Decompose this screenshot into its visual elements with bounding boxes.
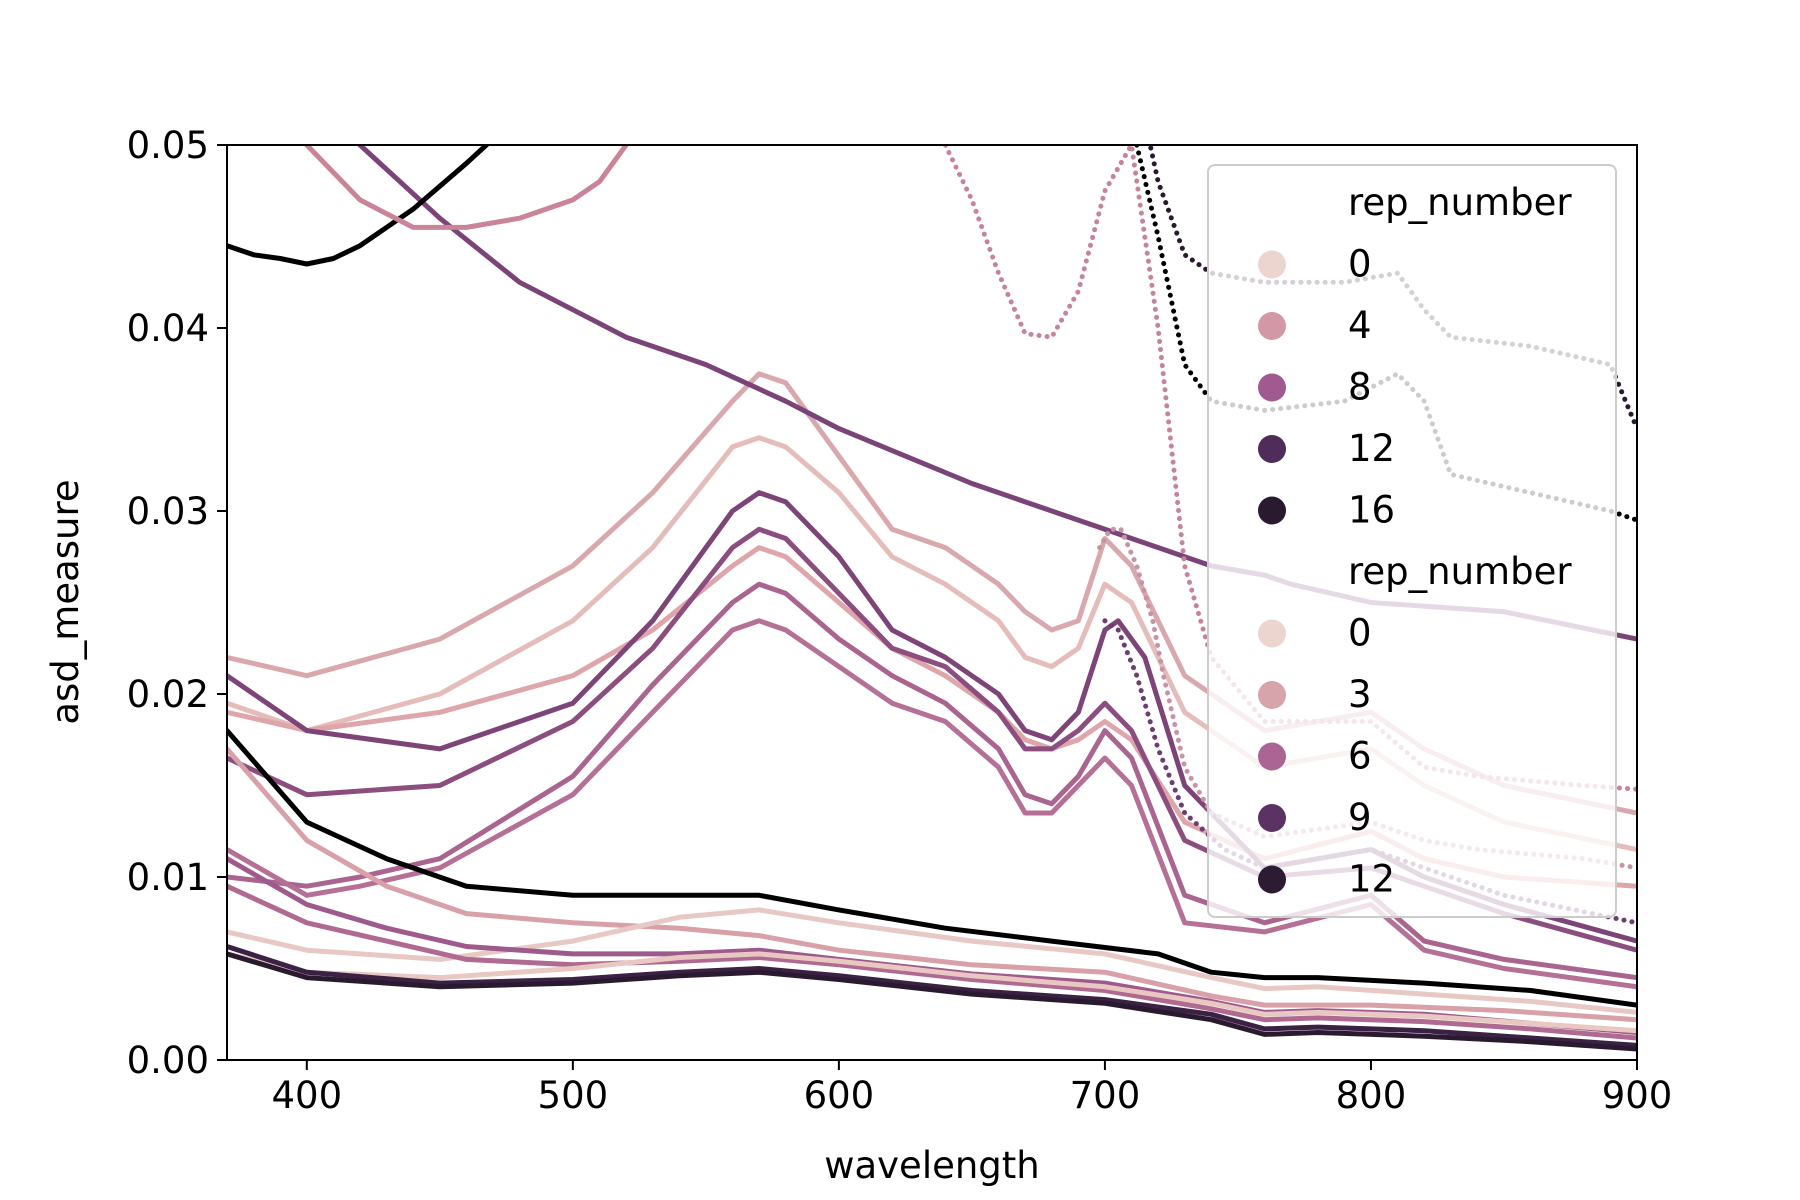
series-layer bbox=[227, 145, 1637, 1052]
series-line-14 bbox=[227, 883, 1637, 1041]
legend-marker bbox=[1258, 619, 1286, 648]
legend-entry-label: 12 bbox=[1348, 427, 1395, 470]
series-line-20 bbox=[1134, 145, 1637, 523]
x-tick-label: 700 bbox=[1070, 1074, 1141, 1117]
series-line-15 bbox=[227, 951, 1637, 1034]
legend-marker bbox=[1258, 435, 1286, 463]
legend-marker bbox=[1258, 312, 1286, 340]
series-line-17 bbox=[227, 951, 1637, 1052]
series-line-16 bbox=[227, 944, 1637, 1048]
legend-entry-label: 9 bbox=[1348, 796, 1372, 839]
x-tick-label: 600 bbox=[804, 1074, 875, 1117]
legend-marker bbox=[1258, 250, 1286, 279]
legend-title: rep_number bbox=[1348, 550, 1572, 593]
legend-entry-label: 12 bbox=[1348, 858, 1395, 901]
x-tick-label: 900 bbox=[1602, 1074, 1673, 1117]
plot-frame bbox=[226, 144, 1638, 1061]
legend-marker bbox=[1258, 865, 1286, 894]
legend-marker bbox=[1258, 373, 1286, 402]
legend-marker bbox=[1258, 681, 1286, 709]
legend-entry-label: 8 bbox=[1348, 366, 1372, 409]
legend-marker bbox=[1258, 496, 1286, 525]
legend-entry-label: 3 bbox=[1348, 673, 1372, 716]
y-axis: 0.00 0.01 0.02 0.03 0.04 0.05 bbox=[127, 124, 227, 1082]
legend-box bbox=[1207, 164, 1617, 918]
legend-entry-label: 0 bbox=[1348, 612, 1372, 655]
legend-entry-label: 6 bbox=[1348, 735, 1372, 778]
y-tick-label: 0.05 bbox=[127, 124, 209, 167]
x-axis-label: wavelength bbox=[824, 1144, 1040, 1187]
series-line-10 bbox=[227, 728, 1637, 1008]
series-line-6 bbox=[227, 618, 1637, 990]
y-tick-label: 0.04 bbox=[127, 307, 209, 350]
series-line-12 bbox=[227, 907, 1637, 1015]
series-line-8 bbox=[227, 145, 491, 267]
legend-entry-label: 4 bbox=[1348, 304, 1372, 347]
series-line-11 bbox=[227, 746, 1637, 1023]
legend-entry-label: 0 bbox=[1348, 243, 1372, 286]
y-tick-label: 0.01 bbox=[127, 856, 209, 899]
x-tick-label: 500 bbox=[538, 1074, 609, 1117]
x-axis: 400 500 600 700 800 900 bbox=[271, 1060, 1672, 1117]
legend-entry-label: 16 bbox=[1348, 489, 1395, 532]
legend-marker bbox=[1258, 742, 1286, 771]
legend: rep_number 0 4 8 12 16 rep_number 0 3 6 9 12 bbox=[1207, 164, 1617, 918]
x-tick-label: 800 bbox=[1336, 1074, 1407, 1117]
y-tick-label: 0.00 bbox=[127, 1039, 209, 1082]
legend-marker bbox=[1258, 804, 1286, 832]
y-tick-label: 0.03 bbox=[127, 490, 209, 533]
legend-title: rep_number bbox=[1348, 181, 1572, 224]
x-tick-label: 400 bbox=[271, 1074, 342, 1117]
series-line-9 bbox=[303, 145, 629, 230]
y-tick-label: 0.02 bbox=[127, 673, 209, 716]
series-line-5 bbox=[227, 581, 1637, 981]
y-axis-label: asd_measure bbox=[44, 479, 87, 724]
